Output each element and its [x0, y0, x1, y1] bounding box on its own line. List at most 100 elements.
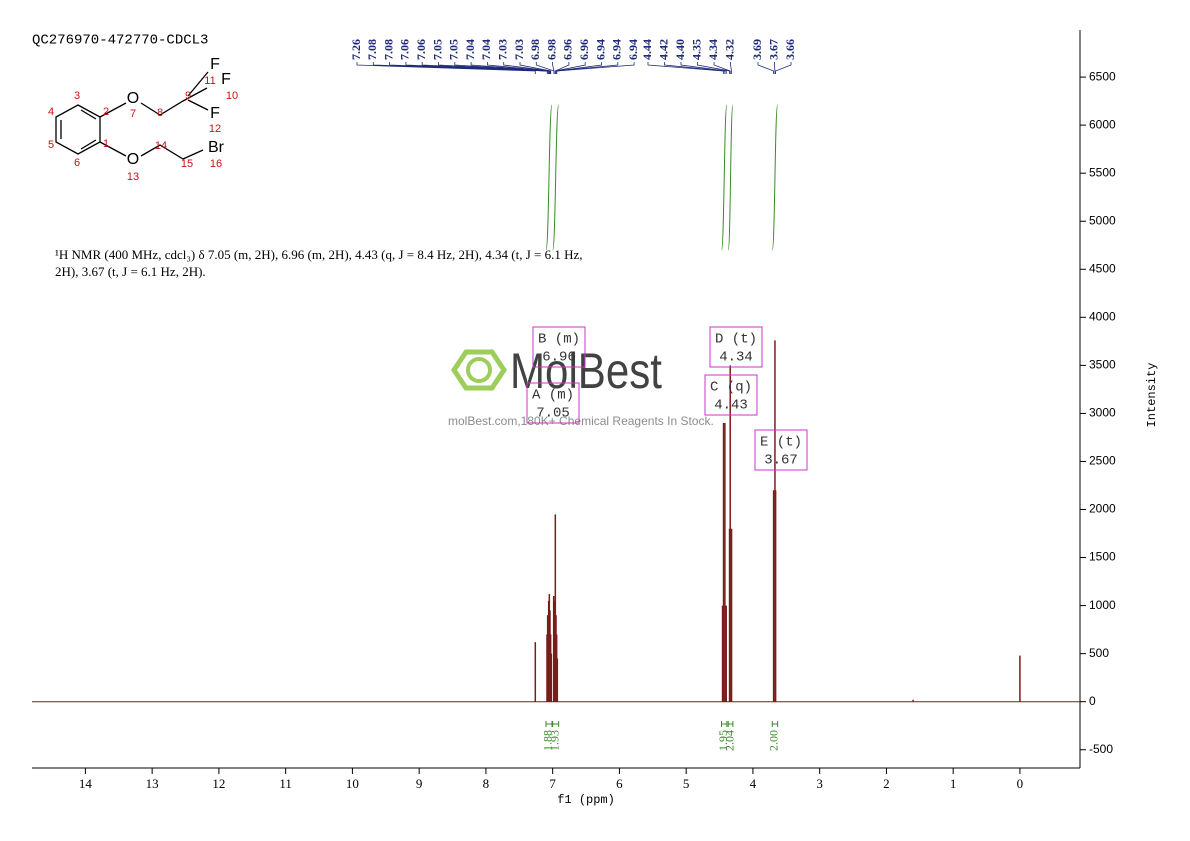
peak-label: 7.05 — [430, 39, 444, 60]
x-tick-label: 9 — [416, 776, 423, 791]
x-tick-label: 13 — [146, 776, 159, 791]
y-tick-label: 0 — [1089, 694, 1096, 708]
multiplet-box — [754, 429, 808, 471]
atom: O — [127, 151, 139, 168]
peak-label: 6.96 — [577, 39, 591, 60]
multiplet-shift: 6.96 — [542, 350, 576, 366]
ring — [55, 104, 101, 155]
peak-connector — [421, 62, 550, 74]
locant: 11 — [204, 75, 215, 87]
double-bonds — [60, 109, 97, 150]
peak-label: 7.04 — [479, 39, 493, 60]
y-tick-label: 3500 — [1089, 358, 1116, 372]
y-tick-label: 4500 — [1089, 261, 1116, 275]
y-tick-label: 6500 — [1089, 69, 1116, 83]
locant: 2 — [103, 106, 109, 118]
watermark: MolBest molBest.com,180K+ Chemical Reage… — [448, 343, 714, 428]
y-axis-label: Intensity — [1145, 363, 1159, 428]
locant: 12 — [209, 123, 221, 135]
locant: 10 — [226, 90, 238, 102]
peak-connector — [519, 62, 552, 74]
peak-label: 4.44 — [640, 39, 654, 60]
x-axis-label: f1 (ppm) — [557, 793, 615, 807]
peak-label: 4.42 — [656, 39, 670, 60]
x-tick-label: 12 — [212, 776, 225, 791]
peak-connector — [697, 62, 730, 74]
peak-label: 6.98 — [544, 39, 558, 60]
nmr-description: ¹H NMR (400 MHz, cdcl₃) δ 7.05 (m, 2H), … — [55, 247, 583, 279]
integral-curve — [771, 104, 779, 251]
peak-label: 4.34 — [706, 39, 720, 60]
x-tick-label: 11 — [279, 776, 292, 791]
x-tick-label: 14 — [79, 776, 93, 791]
peak-connector — [356, 62, 536, 74]
peak-connector — [556, 62, 619, 74]
y-tick-label: 4000 — [1089, 309, 1116, 323]
peak-label: 7.03 — [512, 39, 526, 60]
peak-label: 6.94 — [593, 39, 607, 60]
integral-label: 1.95 — [716, 730, 730, 751]
chart-title: QC276970-472770-CDCL3 — [32, 33, 208, 49]
peak-label: 3.69 — [750, 39, 764, 60]
peak-label: 7.26 — [349, 39, 363, 60]
x-tick-label: 7 — [549, 776, 556, 791]
x-tick-label: 6 — [616, 776, 623, 791]
locant: 16 — [210, 158, 222, 170]
integral-bracket — [545, 721, 553, 727]
peak-label: 4.32 — [722, 39, 736, 60]
y-tick-label: 6000 — [1089, 117, 1116, 131]
multiplet-shift: 3.67 — [764, 453, 798, 469]
multiplet-label: B (m) — [538, 332, 580, 348]
peak-connector — [554, 62, 586, 74]
y-tick-label: 5000 — [1089, 213, 1116, 227]
multiplet-label: A (m) — [532, 388, 574, 404]
y-tick-label: 500 — [1089, 646, 1109, 660]
y-tick-label: -500 — [1089, 742, 1113, 756]
peak-connector — [554, 62, 570, 74]
peak-connector — [713, 62, 731, 74]
x-tick-label: 0 — [1017, 776, 1024, 791]
peak-connector — [552, 62, 555, 74]
x-tick-label: 10 — [346, 776, 359, 791]
integral-label: 2.00 — [767, 730, 781, 751]
x-tick-label: 8 — [483, 776, 490, 791]
locant: 1 — [103, 138, 109, 150]
peak-label: 4.40 — [673, 39, 687, 60]
multiplet-label: C (q) — [710, 380, 752, 396]
structure: F F F O O Br 1 2 3 4 5 6 7 8 9 10 11 12 … — [48, 56, 238, 183]
multiplet-shift: 4.34 — [719, 350, 753, 366]
peak-connector — [487, 62, 551, 74]
watermark-tagline: molBest.com,180K+ Chemical Reagents In S… — [448, 414, 714, 428]
peak-connector — [647, 62, 724, 74]
integral-bracket — [721, 721, 728, 727]
peak-connector — [454, 62, 550, 74]
y-tick-label: 1500 — [1089, 550, 1116, 564]
locant: 6 — [74, 157, 80, 169]
peak-label: 6.94 — [610, 39, 624, 60]
peak-label: 7.08 — [381, 39, 395, 60]
locant: 8 — [157, 107, 163, 119]
locant: 5 — [48, 139, 54, 151]
peak-connector — [680, 62, 727, 74]
multiplet-shift: 4.43 — [714, 398, 748, 414]
peak-label: 7.04 — [463, 39, 477, 60]
integral-curve — [721, 104, 728, 251]
multiplet-shift: 7.05 — [536, 406, 570, 422]
locant: 4 — [48, 106, 54, 118]
peak-label: 6.96 — [561, 39, 575, 60]
atom: F — [221, 71, 231, 88]
peak-label: 7.06 — [414, 39, 428, 60]
locant: 7 — [130, 108, 136, 120]
peak-label: 4.35 — [689, 39, 703, 60]
y-tick-label: 2000 — [1089, 502, 1116, 516]
logo — [450, 349, 508, 391]
logo — [466, 357, 492, 383]
bonds — [99, 71, 209, 160]
peak-label: 7.03 — [495, 39, 509, 60]
locant: 14 — [155, 140, 167, 152]
multiplet-box — [709, 326, 763, 368]
multiplet-box — [532, 326, 586, 368]
locant: 13 — [127, 171, 139, 183]
